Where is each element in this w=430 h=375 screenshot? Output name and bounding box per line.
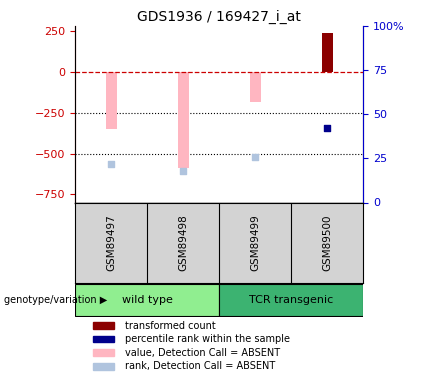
Text: percentile rank within the sample: percentile rank within the sample	[125, 334, 290, 344]
Bar	[93, 363, 114, 370]
Text: transformed count: transformed count	[125, 321, 216, 330]
Bar	[93, 336, 114, 342]
Title: GDS1936 / 169427_i_at: GDS1936 / 169427_i_at	[137, 10, 301, 24]
Text: wild type: wild type	[122, 295, 173, 305]
Text: GSM89498: GSM89498	[178, 214, 188, 271]
Bar	[322, 33, 333, 72]
Point	[108, 161, 115, 167]
Point	[324, 126, 331, 132]
Bar	[219, 284, 363, 316]
Point	[252, 154, 259, 160]
Bar	[93, 350, 114, 356]
Text: value, Detection Call = ABSENT: value, Detection Call = ABSENT	[125, 348, 280, 358]
Bar	[106, 72, 117, 129]
Bar	[178, 72, 189, 168]
Text: rank, Detection Call = ABSENT: rank, Detection Call = ABSENT	[125, 362, 275, 371]
Text: GSM89500: GSM89500	[322, 214, 332, 271]
Text: GSM89499: GSM89499	[250, 214, 260, 271]
Text: GSM89497: GSM89497	[106, 214, 116, 271]
Bar	[250, 72, 261, 102]
Bar	[93, 322, 114, 329]
Text: TCR transgenic: TCR transgenic	[249, 295, 333, 305]
Text: genotype/variation ▶: genotype/variation ▶	[4, 295, 108, 305]
Point	[180, 168, 187, 174]
Bar	[75, 284, 219, 316]
